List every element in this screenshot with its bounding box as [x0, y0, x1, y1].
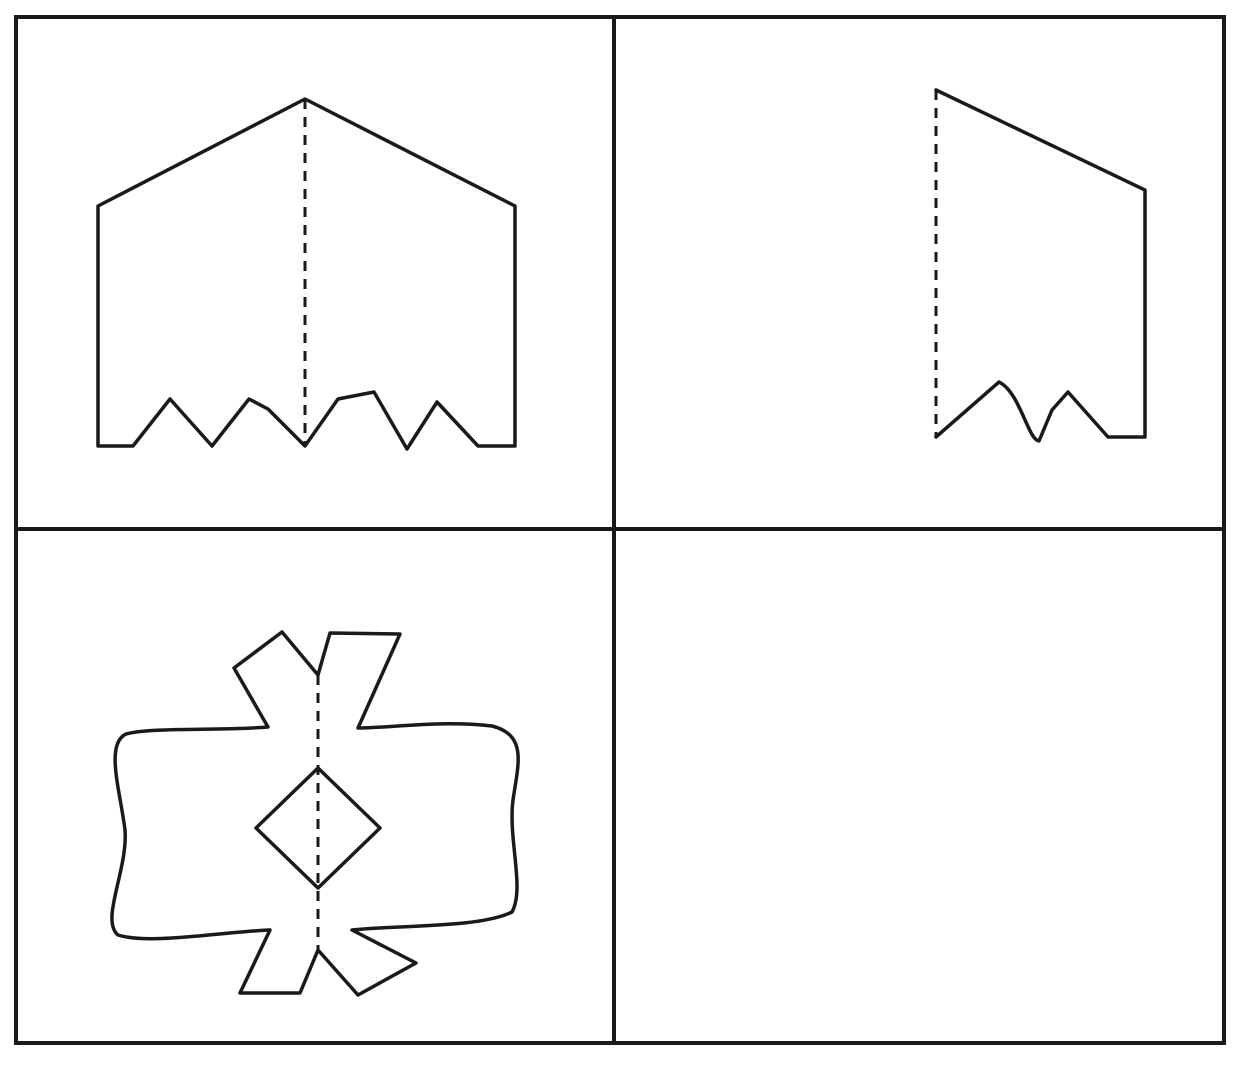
panel-top-left [96, 97, 517, 451]
symmetric-shape-outline [110, 630, 520, 997]
diamond-hole [254, 766, 382, 890]
grid-frame [14, 15, 1226, 1045]
empty-answer-cell [618, 533, 1222, 1041]
panel-bottom-right [618, 533, 1222, 1041]
panel-top-right [934, 88, 1147, 443]
half-shape-outline [934, 88, 1147, 443]
full-shape-outline [96, 97, 517, 451]
panel-bottom-left [110, 630, 520, 997]
